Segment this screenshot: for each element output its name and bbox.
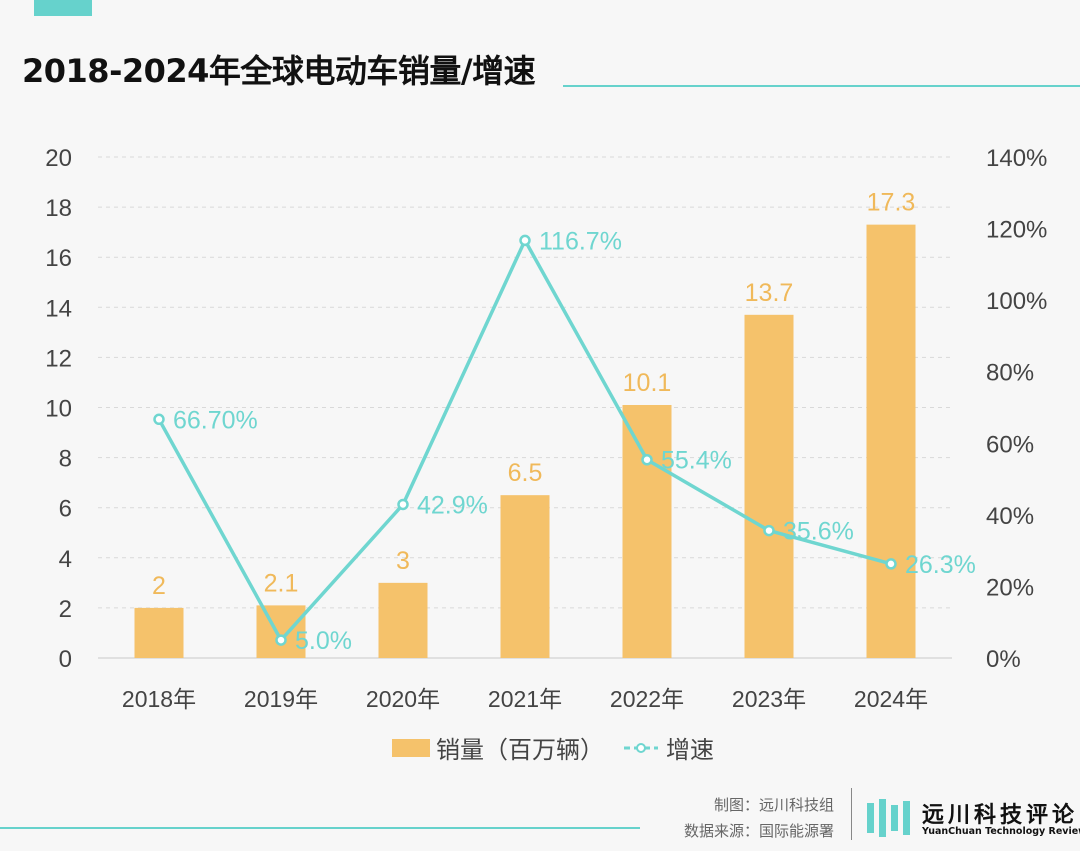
growth-value-label: 5.0% (295, 627, 352, 655)
right-axis-tick-label: 20% (986, 574, 1034, 601)
x-axis-tick-label: 2023年 (732, 686, 806, 712)
left-axis-tick-label: 2 (59, 596, 72, 623)
bar-value-label: 3 (396, 547, 410, 575)
bar (134, 607, 184, 658)
bar (622, 404, 672, 658)
x-axis-tick-label: 2024年 (854, 686, 928, 712)
legend-label-growth: 增速 (666, 736, 714, 764)
right-axis-tick-label: 60% (986, 431, 1034, 458)
left-axis-ticks: 0 2 4 6 8 10 12 14 16 18 20 (45, 145, 72, 673)
left-axis-tick-label: 6 (59, 496, 72, 523)
growth-value-label: 26.3% (905, 551, 976, 579)
bar-value-label: 2 (152, 572, 166, 600)
credits: 制图：远川科技组 数据来源：国际能源署 (684, 792, 834, 844)
bar (744, 314, 794, 658)
bar-value-label: 10.1 (623, 369, 672, 397)
legend-label-sales: 销量（百万辆） (436, 736, 604, 764)
credit-source: 数据来源：国际能源署 (683, 822, 834, 840)
x-axis-tick-label: 2018年 (122, 686, 196, 712)
growth-value-label: 116.7% (539, 227, 622, 255)
legend-item-growth: 增速 (622, 730, 714, 765)
credit-made-by: 制图：远川科技组 (713, 796, 834, 814)
legend-swatch-bar (392, 738, 430, 757)
brand-logo-icon (867, 799, 910, 837)
bar (378, 582, 428, 658)
left-axis-tick-label: 12 (45, 345, 72, 372)
growth-point (153, 413, 165, 426)
bar-value-label: 6.5 (508, 459, 543, 487)
x-axis-tick-label: 2019年 (244, 686, 318, 712)
left-axis-tick-label: 8 (59, 446, 72, 473)
growth-point (397, 498, 409, 511)
growth-point (519, 234, 531, 247)
x-axis-tick-label: 2021年 (488, 686, 562, 712)
legend-swatch-line (624, 742, 658, 753)
right-axis-tick-label: 100% (986, 288, 1047, 315)
growth-value-label: 66.70% (173, 406, 258, 434)
growth-value-label: 35.6% (783, 518, 854, 546)
growth-value-label: 42.9% (417, 491, 488, 519)
bar (866, 224, 916, 658)
bar-value-label: 13.7 (745, 279, 794, 307)
left-axis-tick-label: 10 (45, 396, 72, 423)
bar-series (134, 224, 916, 658)
growth-point (275, 634, 287, 646)
growth-line-series (153, 234, 897, 646)
chart-canvas: 0 2 4 6 8 10 12 14 16 18 20 0% 20% 40% 60% 80% 100% 120%… (45, 145, 1047, 712)
left-axis-tick-label: 16 (45, 245, 72, 272)
x-axis-tick-label: 2020年 (366, 686, 440, 712)
bar-value-label: 17.3 (867, 189, 916, 217)
right-axis-tick-label: 0% (986, 646, 1021, 673)
left-axis-tick-label: 20 (45, 145, 72, 172)
bar-data-labels: 2 2.1 3 6.5 10.1 13.7 17.3 (152, 189, 915, 600)
growth-point (763, 524, 775, 537)
right-axis-tick-label: 80% (986, 360, 1034, 387)
right-axis-ticks: 0% 20% 40% 60% 80% 100% 120% 140% (986, 145, 1047, 673)
right-axis-tick-label: 40% (986, 503, 1034, 530)
growth-point (641, 453, 653, 466)
bar-value-label: 2.1 (264, 569, 299, 597)
left-axis-tick-label: 4 (59, 546, 72, 573)
legend-item-sales: 销量（百万辆） (392, 730, 604, 765)
title-underline (563, 85, 1080, 87)
bar (500, 495, 550, 658)
growth-value-label: 55.4% (661, 447, 732, 475)
credits-separator (851, 788, 852, 840)
left-axis-tick-label: 18 (45, 195, 72, 222)
bottom-rule (0, 827, 640, 829)
left-axis-tick-label: 14 (45, 295, 72, 322)
chart-title: 2018-2024年全球电动车销量/增速 (22, 52, 536, 90)
legend: 销量（百万辆） 增速 (0, 730, 1080, 770)
growth-point (885, 558, 897, 570)
right-axis-tick-label: 120% (986, 217, 1047, 244)
growth-data-labels: 66.70% 5.0% 42.9% 116.7% 55.4% 35.6% 26.3% (173, 227, 976, 655)
x-axis-tick-label: 2022年 (610, 686, 684, 712)
right-axis-tick-label: 140% (986, 145, 1047, 172)
brand-name-en: YuanChuan Technology Review (922, 826, 1080, 837)
left-axis-tick-label: 0 (59, 646, 72, 673)
top-accent-bar (34, 0, 92, 16)
brand-name-cn: 远川科技评论 (922, 803, 1079, 828)
x-axis-ticks: 2018年 2019年 2020年 2021年 2022年 2023年 2024年 (122, 686, 928, 712)
